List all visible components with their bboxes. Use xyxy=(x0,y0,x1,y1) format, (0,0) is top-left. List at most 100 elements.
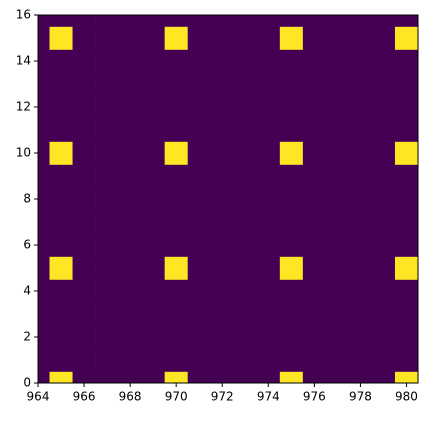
heatmap-cell xyxy=(164,279,188,303)
heatmap-cell xyxy=(164,118,188,142)
heatmap-cell xyxy=(187,141,212,165)
heatmap-cell xyxy=(371,187,396,211)
heatmap-cell xyxy=(49,371,73,383)
heatmap-cell xyxy=(394,15,418,27)
heatmap-cell xyxy=(325,141,350,165)
heatmap-cell xyxy=(95,325,119,349)
heatmap-cell xyxy=(164,302,188,326)
heatmap-cell xyxy=(118,371,142,383)
heatmap-cell xyxy=(49,95,73,119)
heatmap-cell xyxy=(233,279,258,303)
heatmap-cell xyxy=(256,49,281,73)
heatmap-cell xyxy=(371,164,396,188)
heatmap-cell xyxy=(233,95,258,119)
heatmap-cell xyxy=(118,325,142,349)
heatmap-cell xyxy=(141,371,165,383)
heatmap-cell xyxy=(38,26,50,50)
heatmap-cell xyxy=(187,164,212,188)
heatmap-cell xyxy=(256,325,281,349)
heatmap-cell xyxy=(210,325,235,349)
heatmap-cell xyxy=(72,302,96,326)
heatmap-cell xyxy=(187,302,212,326)
heatmap-cell xyxy=(279,371,304,383)
heatmap-cell xyxy=(325,279,350,303)
heatmap-cell xyxy=(371,325,396,349)
heatmap-cell xyxy=(72,325,96,349)
heatmap-cell xyxy=(279,187,304,211)
heatmap-cell xyxy=(49,164,73,188)
heatmap-cell xyxy=(72,49,96,73)
heatmap-cell xyxy=(302,302,327,326)
heatmap-cell xyxy=(210,302,235,326)
heatmap-cell xyxy=(72,187,96,211)
heatmap-cell xyxy=(325,72,350,96)
heatmap-cell xyxy=(164,26,188,50)
heatmap-cell xyxy=(233,371,258,383)
heatmap-cell xyxy=(394,325,418,349)
heatmap-cell xyxy=(256,348,281,372)
heatmap-cell xyxy=(38,348,50,372)
heatmap-cell xyxy=(371,348,396,372)
heatmap-cell xyxy=(371,256,396,280)
heatmap-cell xyxy=(210,72,235,96)
heatmap-cell xyxy=(348,256,373,280)
x-tick-label: 980 xyxy=(395,390,418,404)
heatmap-cell xyxy=(325,15,350,27)
heatmap-cell xyxy=(118,26,142,50)
heatmap-cell xyxy=(38,95,50,119)
heatmap-cell xyxy=(348,26,373,50)
y-tick-label: 12 xyxy=(16,100,31,114)
heatmap-cell xyxy=(210,187,235,211)
heatmap-cell xyxy=(210,118,235,142)
heatmap-cell xyxy=(325,164,350,188)
heatmap-cell xyxy=(348,118,373,142)
heatmap-cell xyxy=(325,256,350,280)
x-tick-label: 974 xyxy=(257,390,280,404)
heatmap-cell xyxy=(302,256,327,280)
heatmap-cell xyxy=(302,118,327,142)
heatmap-cell xyxy=(371,26,396,50)
heatmap-cell xyxy=(233,49,258,73)
heatmap-cell xyxy=(141,210,165,234)
heatmap-cell xyxy=(348,325,373,349)
heatmap-cell xyxy=(164,256,188,280)
heatmap-cell xyxy=(164,49,188,73)
heatmap-cell xyxy=(118,302,142,326)
heatmap-cell xyxy=(95,26,119,50)
heatmap-cell xyxy=(210,348,235,372)
heatmap-cell xyxy=(118,141,142,165)
heatmap-cell xyxy=(233,325,258,349)
heatmap-cell xyxy=(164,348,188,372)
heatmap-cell xyxy=(371,141,396,165)
heatmap-cell xyxy=(141,164,165,188)
heatmap-cell xyxy=(38,164,50,188)
heatmap-cell xyxy=(164,15,188,27)
heatmap-cell xyxy=(210,49,235,73)
heatmap-cell xyxy=(95,348,119,372)
heatmap-cell xyxy=(141,26,165,50)
y-tick-label: 14 xyxy=(16,54,31,68)
heatmap-cell xyxy=(279,210,304,234)
heatmap-cell xyxy=(141,95,165,119)
heatmap-cell xyxy=(49,187,73,211)
heatmap-cell xyxy=(187,72,212,96)
heatmap-cell xyxy=(38,187,50,211)
heatmap-cell xyxy=(95,279,119,303)
heatmap-cell xyxy=(141,49,165,73)
heatmap-cell xyxy=(279,233,304,257)
heatmap-cell xyxy=(348,164,373,188)
heatmap-cell xyxy=(72,95,96,119)
heatmap-cell xyxy=(256,256,281,280)
heatmap-cell xyxy=(38,233,50,257)
heatmap-cell xyxy=(118,15,142,27)
heatmap-cell xyxy=(348,72,373,96)
heatmap-cell xyxy=(325,302,350,326)
heatmap-cell xyxy=(256,95,281,119)
heatmap-cell xyxy=(118,348,142,372)
heatmap-cell xyxy=(72,141,96,165)
heatmap-cell xyxy=(394,371,418,383)
heatmap-cell xyxy=(302,164,327,188)
heatmap-cell xyxy=(187,95,212,119)
heatmap-cell xyxy=(279,118,304,142)
heatmap-cell xyxy=(164,210,188,234)
